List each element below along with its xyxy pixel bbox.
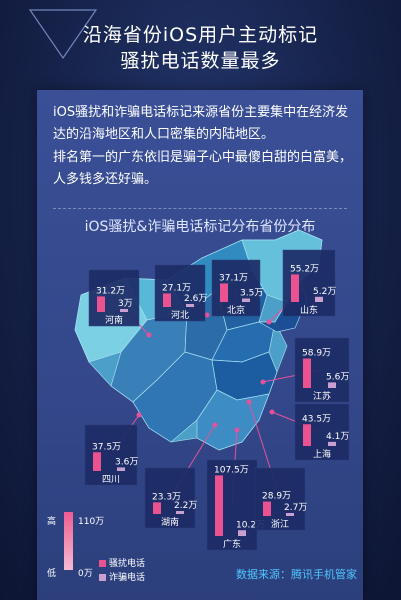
bar-harass-6 — [93, 452, 101, 471]
legend-high-label: 高 — [47, 517, 57, 527]
label-harass-9: 28.9万 — [262, 492, 291, 502]
page-title: 沿海省份iOS用户主动标记 骚扰电话数量最多 — [0, 22, 401, 74]
bar-fraud-6 — [117, 467, 125, 471]
bar-harass-8 — [215, 475, 223, 536]
map-dot-8 — [234, 427, 240, 433]
label-fraud-7: 2.2万 — [174, 501, 197, 511]
divider — [53, 208, 347, 209]
label-harass-3: 55.2万 — [290, 264, 319, 274]
bar-fraud-8 — [238, 530, 246, 536]
label-harass-1: 27.1万 — [162, 283, 191, 293]
label-fraud-1: 2.6万 — [184, 294, 207, 304]
bar-fraud-9 — [286, 513, 294, 516]
province-name-0: 河南 — [105, 314, 123, 326]
province-name-3: 山东 — [300, 304, 318, 316]
label-harass-2: 37.1万 — [219, 273, 248, 283]
bar-fraud-5 — [328, 441, 336, 446]
province-name-1: 河北 — [171, 309, 189, 321]
legend: 高 低 110万 0万 骚扰电话 诈骗电话 — [47, 508, 167, 583]
bar-harass-5 — [303, 424, 311, 446]
bar-fraud-2 — [242, 298, 250, 302]
label-harass-7: 23.3万 — [152, 492, 181, 502]
bar-fraud-0 — [120, 309, 128, 312]
legend-item-fraud: 诈骗电话 — [99, 570, 145, 583]
label-fraud-9: 2.7万 — [284, 503, 307, 513]
label-fraud-3: 5.2万 — [313, 287, 336, 297]
bar-harass-4 — [303, 358, 311, 388]
legend-scale-bar — [64, 512, 73, 570]
bar-fraud-1 — [186, 304, 194, 307]
map-dot-4 — [260, 379, 266, 385]
label-fraud-8: 10.2万 — [236, 520, 265, 530]
label-harass-5: 43.5万 — [302, 414, 331, 424]
legend-label-fraud: 诈骗电话 — [109, 573, 146, 583]
bar-fraud-4 — [328, 382, 336, 388]
bar-harass-0 — [97, 296, 105, 312]
bar-harass-3 — [291, 274, 299, 302]
bar-harass-9 — [263, 501, 271, 516]
bar-harass-1 — [163, 293, 171, 307]
legend-swatch-fraud — [99, 574, 106, 581]
content-card: iOS骚扰和诈骗电话标记来源省份主要集中在经济发达的沿海地区和人口密集的内陆地区… — [37, 90, 363, 600]
legend-swatch-harass — [99, 560, 106, 567]
data-source: 数据来源：腾讯手机管家 — [236, 568, 357, 581]
map-dot-6 — [136, 412, 142, 418]
label-harass-8: 107.5万 — [214, 465, 249, 475]
intro-paragraph-1: iOS骚扰和诈骗电话标记来源省份主要集中在经济发达的沿海地区和人口密集的内陆地区… — [53, 105, 349, 142]
province-name-8: 广东 — [223, 538, 241, 550]
label-harass-0: 31.2万 — [96, 286, 125, 296]
chart-title: iOS骚扰&诈骗电话标记分布省份分布 — [84, 219, 316, 235]
province-box-7 — [144, 467, 196, 529]
bar-harass-2 — [220, 283, 228, 302]
legend-max-label: 110万 — [78, 517, 105, 527]
bar-harass-7 — [153, 502, 161, 514]
province-name-7: 湖南 — [161, 516, 179, 528]
header-triangle-decoration — [28, 9, 98, 60]
map-dot-9 — [246, 399, 252, 405]
province-name-9: 浙江 — [271, 518, 289, 530]
map-dot-5 — [269, 409, 275, 415]
label-fraud-0: 3万 — [118, 299, 133, 309]
label-fraud-2: 3.5万 — [240, 289, 263, 299]
label-harass-6: 37.5万 — [92, 442, 121, 452]
intro-text: iOS骚扰和诈骗电话标记来源省份主要集中在经济发达的沿海地区和人口密集的内陆地区… — [53, 102, 353, 192]
legend-item-harass: 骚扰电话 — [99, 556, 145, 569]
province-box-9 — [254, 467, 306, 531]
bar-fraud-7 — [176, 511, 184, 514]
map-dot-3 — [266, 319, 272, 325]
province-name-4: 江苏 — [313, 390, 331, 402]
label-fraud-5: 4.1万 — [326, 432, 349, 442]
intro-paragraph-2: 排名第一的广东依旧是骗子心中最傻白甜的白富美，人多钱多还好骗。 — [53, 150, 353, 187]
legend-low-label: 低 — [47, 569, 57, 579]
province-name-5: 上海 — [313, 448, 331, 460]
map-dot-0 — [146, 332, 152, 338]
province-name-6: 四川 — [102, 475, 120, 485]
province-name-2: 北京 — [227, 304, 245, 316]
map-dot-1 — [204, 312, 210, 318]
title-line-2: 骚扰电话数量最多 — [120, 50, 281, 72]
label-harass-4: 58.9万 — [302, 349, 331, 359]
legend-min-label: 0万 — [78, 569, 93, 579]
province-box-1 — [154, 264, 206, 322]
title-line-1: 沿海省份iOS用户主动标记 — [82, 24, 319, 46]
map-dot-7 — [212, 422, 218, 428]
label-fraud-6: 3.6万 — [115, 457, 138, 467]
legend-label-harass: 骚扰电话 — [109, 559, 146, 569]
bar-fraud-3 — [315, 296, 323, 302]
map-region-9 — [196, 389, 270, 451]
label-fraud-4: 5.6万 — [326, 372, 349, 382]
